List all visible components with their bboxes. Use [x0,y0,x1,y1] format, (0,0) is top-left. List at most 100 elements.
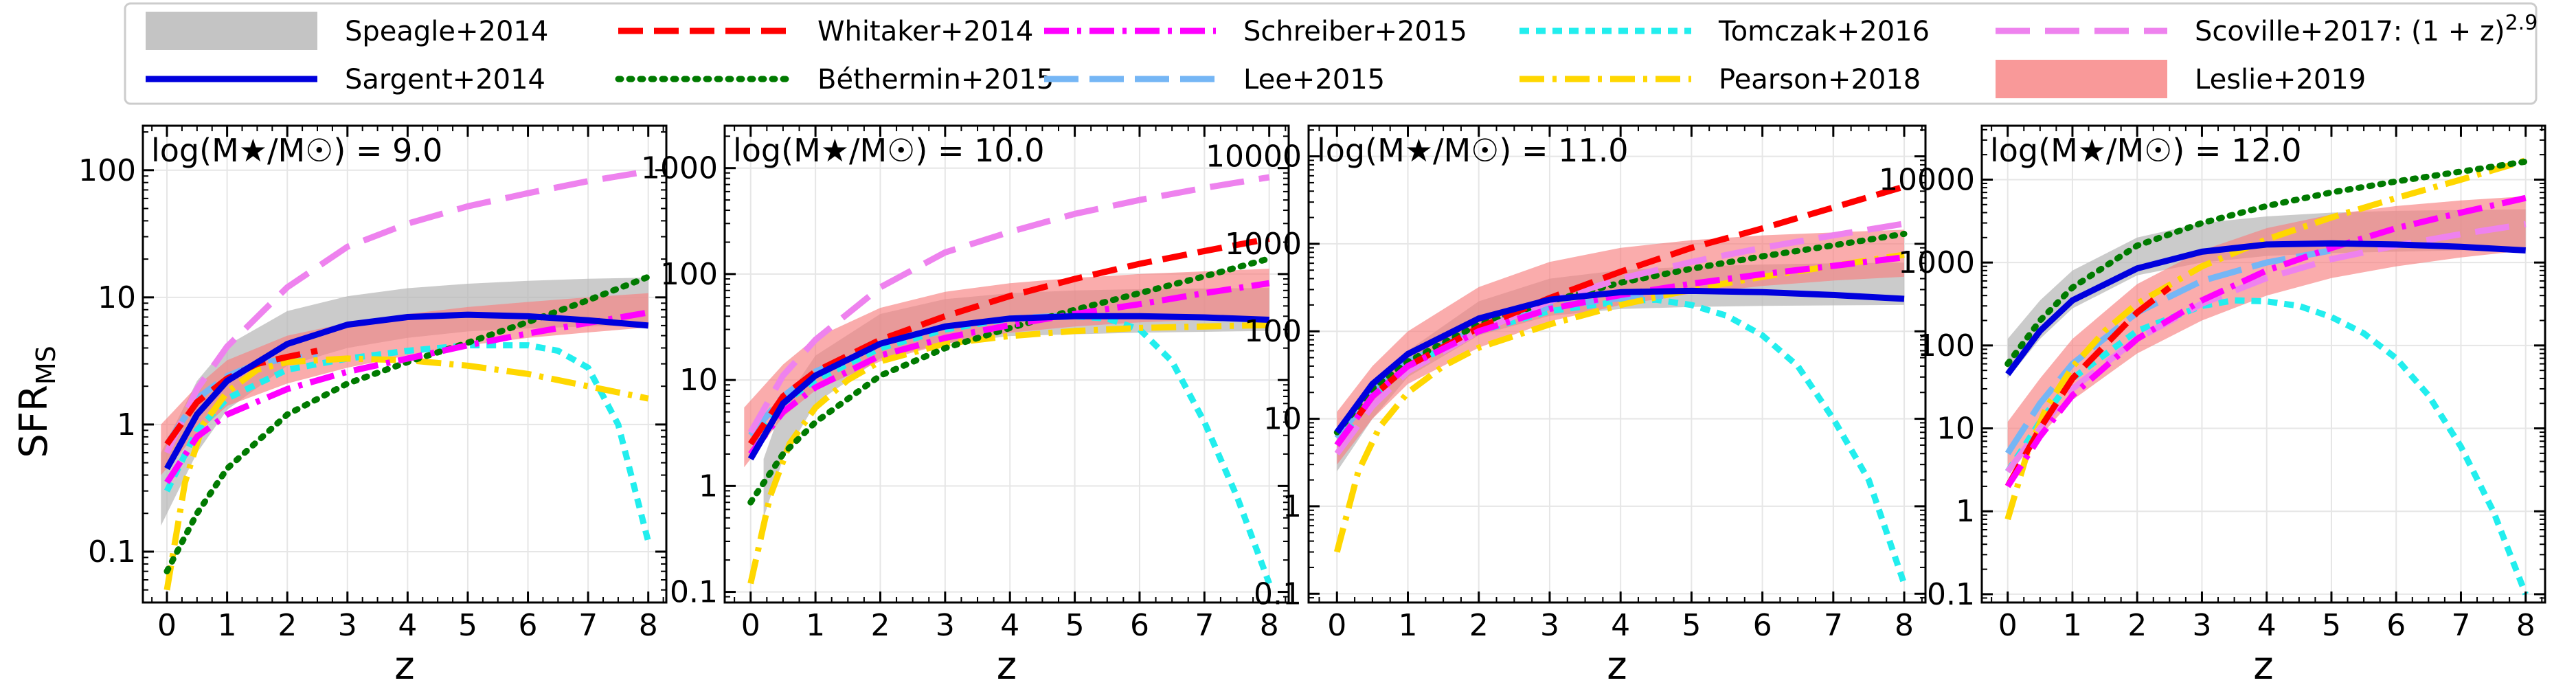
series-sargent-2014 [1334,287,1905,434]
axis-labels: SFRMS [12,346,61,458]
legend-entry-scoville-2017-1-z-2-9: Scoville+2017: (1 + z)2.9 [1996,11,2538,47]
x-tick-label: 2 [2127,608,2147,643]
legend-entry-tomczak-2016: Tomczak+2016 [1519,16,1930,47]
y-tick-label: 100 [1244,314,1302,349]
x-tick-label: 0 [1998,608,2018,643]
y-axis-label: SFRMS [12,346,61,458]
y-tick-label: 1000 [641,151,718,186]
x-tick-label: 4 [1611,608,1630,643]
series-scoville-2017-1-z-2-9 [163,168,649,454]
x-tick-label: 0 [741,608,760,643]
x-tick-label: 3 [2192,608,2211,643]
x-tick-label: 8 [639,608,658,643]
series-b-thermin-2015 [747,255,1273,506]
y-axis-label-sub: MS [31,346,61,385]
legend-entry-schreiber-2015: Schreiber+2015 [1044,16,1467,47]
x-tick-label: 6 [1130,608,1149,643]
series-b-thermin-2015 [163,273,652,575]
y-tick-label: 1 [1956,494,1975,529]
legend-entry-whitaker-2014: Whitaker+2014 [618,16,1033,47]
plot-area [1333,183,1908,585]
panel-1: 0 1 2 3 4 5 6 7 8 z 0.1 1 10 100 log(M★/M☉) = 9.0 [78,124,668,687]
x-tick-label: 7 [1195,608,1214,643]
y-tick-label: 100 [78,153,136,188]
x-tick-label: 8 [1260,608,1279,643]
legend-entry-b-thermin-2015: Béthermin+2015 [615,64,1054,95]
x-axis: 0 1 2 3 4 5 6 7 8 z [151,126,664,687]
y-tick-label: 10 [1936,412,1975,447]
x-tick-label: 1 [2063,608,2082,643]
legend-label: Scoville+2017: (1 + z)2.9 [2195,11,2538,47]
y-tick-label: 0.1 [1254,576,1302,611]
series-sargent-2014 [164,311,649,471]
x-axis: 0 1 2 3 4 5 6 7 8 z [1991,126,2543,687]
y-tick-label: 0.1 [88,534,136,570]
x-tick-label: 3 [936,608,955,643]
y-tick-label: 10 [98,280,136,315]
legend-label: Pearson+2018 [1719,64,1921,95]
x-tick-label: 3 [1540,608,1559,643]
axes-frame [1307,124,1927,604]
legend-label: Schreiber+2015 [1243,16,1467,47]
y-tick-label: 1 [117,407,136,442]
y-axis: 0.1 1 10 100 1000 [641,135,1289,610]
plot-area [161,168,652,591]
band-leslie-2019 [161,293,648,475]
x-tick-label: 0 [1327,608,1346,643]
y-tick-label: 10 [679,363,718,398]
series-b-thermin-2015 [1333,230,1908,436]
x-tick-label: 1 [218,608,237,643]
x-tick-label: 8 [1895,608,1914,643]
plot-area [2004,157,2529,596]
axes-frame [723,124,1290,604]
panel-annotation: log(M★/M☉) = 12.0 [1990,132,2302,169]
series-pearson-2018 [2004,157,2527,521]
legend-entry-lee-2015: Lee+2015 [1044,64,1385,95]
panel-annotation: log(M★/M☉) = 10.0 [733,132,1045,169]
x-tick-label: 1 [806,608,825,643]
x-axis-label: z [1607,644,1627,687]
x-tick-label: 6 [519,608,538,643]
x-tick-label: 2 [870,608,890,643]
x-axis-label: z [997,644,1017,687]
x-axis-label: z [2253,644,2273,687]
series-scoville-2017-1-z-2-9 [747,174,1270,434]
series-whitaker-2014 [164,348,318,447]
y-axis: 0.1 1 10 100 [78,131,666,603]
x-tick-label: 7 [578,608,598,643]
x-tick-label: 8 [2516,608,2535,643]
x-axis: 0 1 2 3 4 5 6 7 8 z [1318,126,1923,687]
x-tick-label: 6 [2386,608,2406,643]
legend-label: Béthermin+2015 [817,64,1054,95]
y-tick-label: 10000 [1879,162,1975,197]
series-schreiber-2015 [1334,254,1905,447]
series-whitaker-2014 [747,236,1270,446]
series-pearson-2018 [747,322,1269,585]
y-tick-label: 0.1 [670,575,718,610]
series-scoville-2017-1-z-2-9 [1334,221,1905,455]
plot-area [744,174,1273,585]
panel-annotation: log(M★/M☉) = 9.0 [151,132,442,169]
y-tick-label: 10000 [1206,139,1302,174]
series-sargent-2014 [2005,240,2526,376]
y-axis-label-main: SFR [12,385,56,458]
legend-label: Lee+2015 [1243,64,1385,95]
legend-entry-pearson-2018: Pearson+2018 [1519,64,1921,95]
x-axis-label: z [394,644,414,687]
x-tick-label: 7 [1824,608,1843,643]
legend-entry-speagle-2014: Speagle+2014 [146,12,548,50]
series-schreiber-2015 [2004,194,2527,488]
panel-annotation: log(M★/M☉) = 11.0 [1317,132,1629,169]
series-schreiber-2015 [164,309,649,484]
legend-label: Whitaker+2014 [817,16,1033,47]
x-tick-label: 5 [1682,608,1701,643]
band-leslie-2019 [1337,229,1904,465]
x-tick-label: 5 [1065,608,1085,643]
y-tick-label: 1 [1283,489,1302,524]
legend-label: Sargent+2014 [345,64,545,95]
y-axis: 0.1 1 10 100 1000 10000 [1206,129,1925,611]
x-tick-label: 1 [1399,608,1418,643]
panel-4: 0 1 2 3 4 5 6 7 8 z 0.1 1 10 100 1000 10000 log(M★/M☉) =… [1879,124,2546,687]
